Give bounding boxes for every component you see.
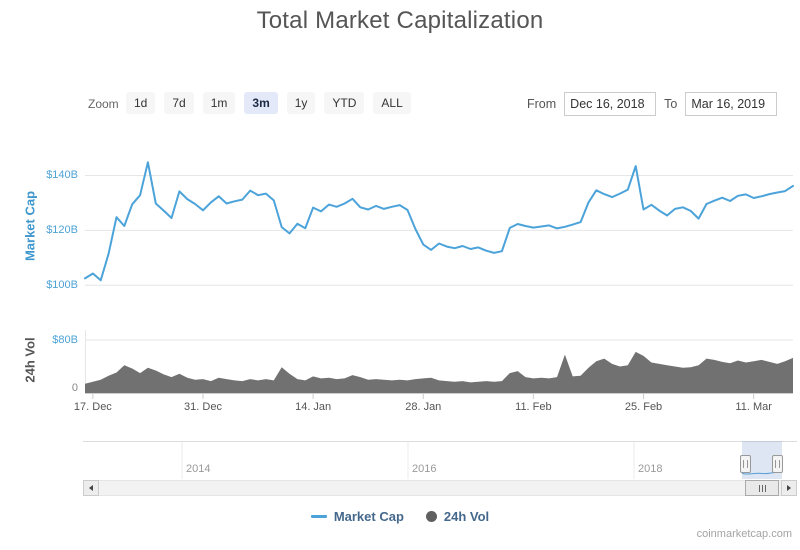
watermark: coinmarketcap.com [696,528,792,540]
to-date-input[interactable] [685,92,778,116]
from-date-input[interactable] [564,92,657,116]
market-cap-line-series [84,161,794,282]
line-marker-icon [310,515,327,518]
x-axis-label: 17. Dec [73,401,112,413]
market-cap-axis-title: Market Cap [22,190,38,262]
zoom-3m-button[interactable]: 3m [244,92,278,114]
legend-label: Market Cap [333,509,404,524]
zoom-ytd-button[interactable]: YTD [324,92,365,114]
volume-plot-area[interactable] [85,328,793,393]
zoom-all-button[interactable]: ALL [373,92,411,114]
date-range-group: From To [527,92,778,116]
legend-item-market-cap[interactable]: Market Cap [310,509,404,524]
y-axis-label-0: 0 [71,382,78,394]
legend-label: 24h Vol [443,509,490,524]
zoom-1m-button[interactable]: 1m [202,92,236,114]
to-label: To [664,97,678,111]
x-axis-label: 25. Feb [624,401,663,413]
x-axis-label: 28. Jan [405,401,442,413]
right-arrow-icon [787,485,791,491]
y-axis-label-140b: $140B [46,169,78,181]
navigator-year-label: 2014 [186,463,211,475]
x-axis-label: 11. Feb [515,401,552,413]
left-arrow-icon [89,485,93,491]
navigator-year-label: 2016 [412,463,437,475]
volume-axis-title: 24h Vol [22,337,38,383]
market-cap-plot-area[interactable] [85,148,793,299]
zoom-1d-button[interactable]: 1d [126,92,156,114]
y-axis-label-80b: $80B [52,334,78,346]
from-label: From [527,97,557,111]
x-axis-label: 31. Dec [184,401,222,413]
x-axis-label: 11. Mar [735,401,772,413]
zoom-1y-button[interactable]: 1y [286,92,316,114]
legend-item-24h-vol[interactable]: 24h Vol [425,509,490,524]
zoom-7d-button[interactable]: 7d [164,92,194,114]
navigator-right-handle[interactable] [772,455,783,473]
volume-area-series [85,351,793,393]
legend: Market Cap 24h Vol [0,509,800,524]
circle-marker-icon [425,511,437,522]
navigator-left-handle[interactable] [740,455,751,473]
scrollbar-left-arrow-button[interactable] [83,480,99,496]
navigator-year-label: 2018 [638,463,663,475]
y-axis-label-120b: $120B [46,224,78,236]
zoom-button-group: 1d 7d 1m 3m 1y YTD ALL [126,92,411,114]
zoom-label: Zoom [88,97,119,111]
y-axis-label-100b: $100B [46,279,78,291]
scrollbar-track[interactable] [83,480,797,496]
scrollbar-right-arrow-button[interactable] [781,480,797,496]
page-title: Total Market Capitalization [256,7,544,34]
scrollbar-thumb[interactable] [745,480,779,496]
x-axis-label: 14. Jan [295,401,332,413]
